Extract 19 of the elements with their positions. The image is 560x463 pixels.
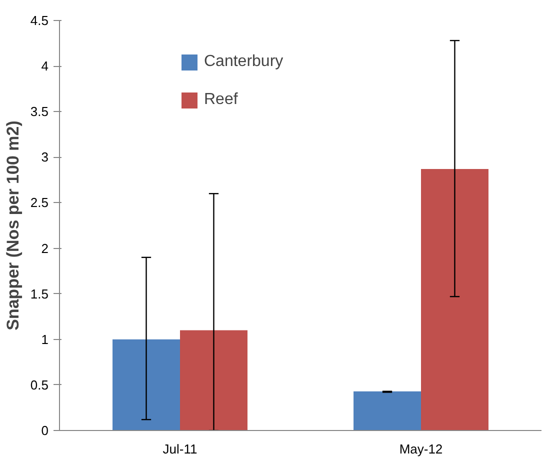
y-tick-label: 0.5 xyxy=(30,377,49,392)
x-tick-label: May-12 xyxy=(399,442,443,456)
y-tick-label: 2 xyxy=(41,240,49,256)
bar xyxy=(112,339,180,430)
y-tick-label: 2.5 xyxy=(30,195,49,210)
x-tick-label: Jul-11 xyxy=(162,442,198,456)
y-tick-label: 0 xyxy=(41,423,49,438)
y-tick-label: 1 xyxy=(41,332,49,347)
y-axis-title: Snapper (Nos per 100 m2) xyxy=(3,120,22,330)
bar xyxy=(354,391,421,430)
legend-label: Canterbury xyxy=(204,53,284,71)
y-tick-label: 3 xyxy=(41,150,49,165)
bar xyxy=(180,330,248,430)
y-tick-label: 4 xyxy=(41,58,49,74)
y-tick-label: 4.5 xyxy=(30,13,49,28)
y-tick-label: 1.5 xyxy=(30,286,49,302)
y-tick-label: 3.5 xyxy=(30,104,49,120)
bar xyxy=(421,169,488,430)
legend-label: Reef xyxy=(204,91,238,109)
